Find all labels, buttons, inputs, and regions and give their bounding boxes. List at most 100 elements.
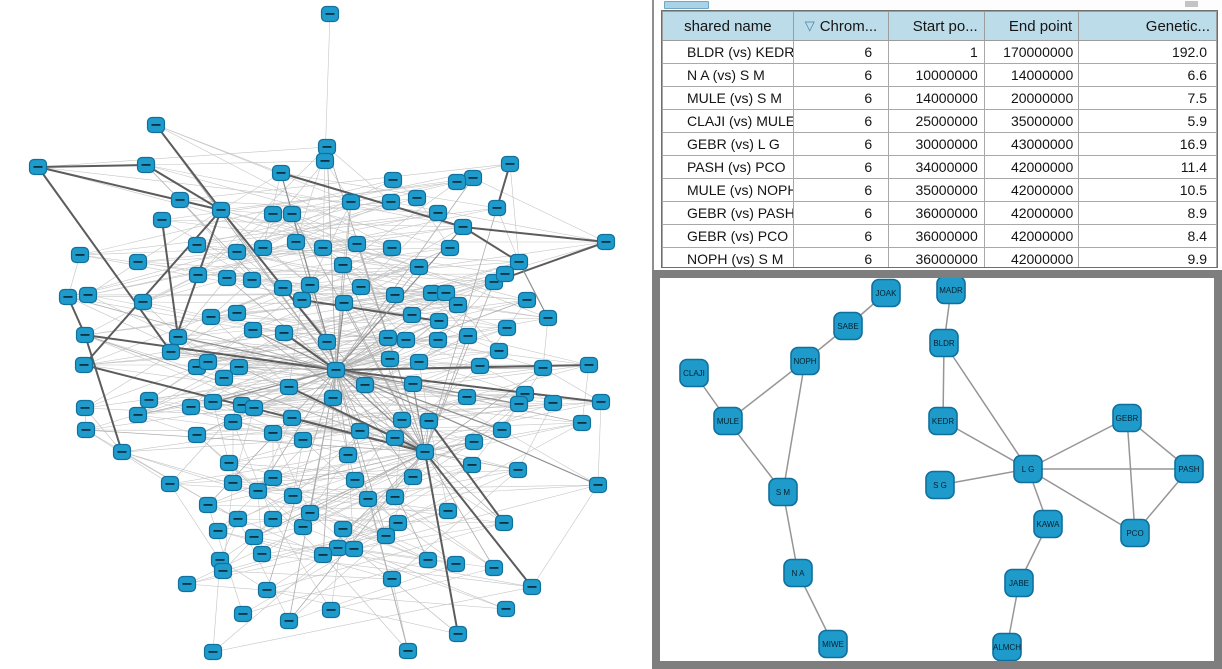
network-node[interactable] [428,331,448,349]
network-node[interactable] [378,329,398,347]
network-node[interactable] [112,443,132,461]
network-node-joak[interactable]: JOAK [871,278,901,308]
network-node[interactable] [170,191,190,209]
network-node[interactable] [229,358,249,376]
network-node[interactable] [500,155,520,173]
network-node[interactable] [133,293,153,311]
network-node[interactable] [227,243,247,261]
network-node[interactable] [588,476,608,494]
network-node-pash[interactable]: PASH [1174,454,1204,484]
network-node[interactable] [211,201,231,219]
network-node[interactable] [438,502,458,520]
network-node[interactable] [76,421,96,439]
network-node[interactable] [350,422,370,440]
network-node[interactable] [334,294,354,312]
detail-network-canvas[interactable]: JOAK MADR SABE NOPH BLDR CLAJI MULE KEDR GEBR L G… [660,278,1213,661]
network-node[interactable] [70,246,90,264]
network-node[interactable] [385,286,405,304]
network-node[interactable] [320,5,340,23]
network-node[interactable] [419,412,439,430]
network-node[interactable] [223,474,243,492]
network-node-mule[interactable]: MULE [713,406,743,436]
network-node[interactable] [317,333,337,351]
network-node[interactable] [517,291,537,309]
network-node-s-g[interactable]: S G [925,470,955,500]
network-node[interactable] [203,393,223,411]
network-node[interactable] [198,353,218,371]
network-node-gebr[interactable]: GEBR [1112,403,1142,433]
network-node[interactable] [463,169,483,187]
network-node[interactable] [429,312,449,330]
network-node[interactable] [271,164,291,182]
network-node[interactable] [139,391,159,409]
network-node-n-a[interactable]: N A [783,558,813,588]
network-node[interactable] [146,116,166,134]
network-node[interactable] [282,205,302,223]
table-row[interactable]: NOPH (vs) S M 6 36000000 42000000 9.9 [662,247,1217,267]
network-node[interactable] [596,233,616,251]
network-node[interactable] [257,581,277,599]
network-node[interactable] [543,394,563,412]
network-node-jabe[interactable]: JABE [1004,568,1034,598]
network-node[interactable] [347,235,367,253]
column-header-3[interactable]: End point [983,11,1080,41]
network-node[interactable] [243,321,263,339]
network-node[interactable] [462,456,482,474]
network-node-bldr[interactable]: BLDR [929,328,959,358]
network-node[interactable] [497,319,517,337]
network-node[interactable] [293,431,313,449]
network-node[interactable] [591,393,611,411]
network-node[interactable] [208,522,228,540]
network-node[interactable] [74,356,94,374]
network-node[interactable] [533,359,553,377]
network-node[interactable] [136,156,156,174]
network-node[interactable] [248,482,268,500]
network-node[interactable] [217,269,237,287]
network-node-sabe[interactable]: SABE [833,311,863,341]
network-node[interactable] [509,395,529,413]
network-node[interactable] [252,545,272,563]
column-header-2[interactable]: Start po... [888,11,985,41]
table-row[interactable]: GEBR (vs) PASH 6 36000000 42000000 8.9 [662,201,1217,225]
network-node[interactable] [341,193,361,211]
table-row[interactable]: MULE (vs) S M 6 14000000 20000000 7.5 [662,86,1217,110]
network-node[interactable] [448,296,468,314]
network-node[interactable] [263,469,283,487]
column-header-0[interactable]: shared name [662,11,794,41]
network-node[interactable] [396,331,416,349]
network-node[interactable] [201,308,221,326]
table-row[interactable]: PASH (vs) PCO 6 34000000 42000000 11.4 [662,155,1217,179]
network-node[interactable] [300,276,320,294]
network-node[interactable] [409,258,429,276]
network-node[interactable] [317,138,337,156]
network-node[interactable] [398,642,418,660]
scrollbar-thumb[interactable] [664,1,709,9]
network-node[interactable] [447,173,467,191]
table-row[interactable]: MULE (vs) NOPH 6 35000000 42000000 10.5 [662,178,1217,202]
network-node[interactable] [160,475,180,493]
overview-network-canvas[interactable] [0,0,652,669]
table-row[interactable]: BLDR (vs) KEDR 6 1 170000000 192.0 [662,40,1217,64]
network-node-madr[interactable]: MADR [936,278,966,305]
network-node[interactable] [509,253,529,271]
network-node[interactable] [253,239,273,257]
filter-funnel-icon[interactable]: ▽ [804,17,815,33]
network-node[interactable] [428,204,448,222]
network-node[interactable] [323,389,343,407]
network-node[interactable] [263,205,283,223]
network-node[interactable] [283,487,303,505]
network-node[interactable] [508,461,528,479]
network-node[interactable] [214,369,234,387]
column-header-4[interactable]: Genetic... [1078,11,1217,41]
network-node[interactable] [402,306,422,324]
network-node[interactable] [292,291,312,309]
network-node[interactable] [273,279,293,297]
network-node[interactable] [487,199,507,217]
network-node[interactable] [128,253,148,271]
table-row[interactable]: GEBR (vs) L G 6 30000000 43000000 16.9 [662,132,1217,156]
network-node[interactable] [58,288,78,306]
network-node[interactable] [152,211,172,229]
network-node[interactable] [380,350,400,368]
network-node-noph[interactable]: NOPH [790,346,820,376]
network-node[interactable] [274,324,294,342]
